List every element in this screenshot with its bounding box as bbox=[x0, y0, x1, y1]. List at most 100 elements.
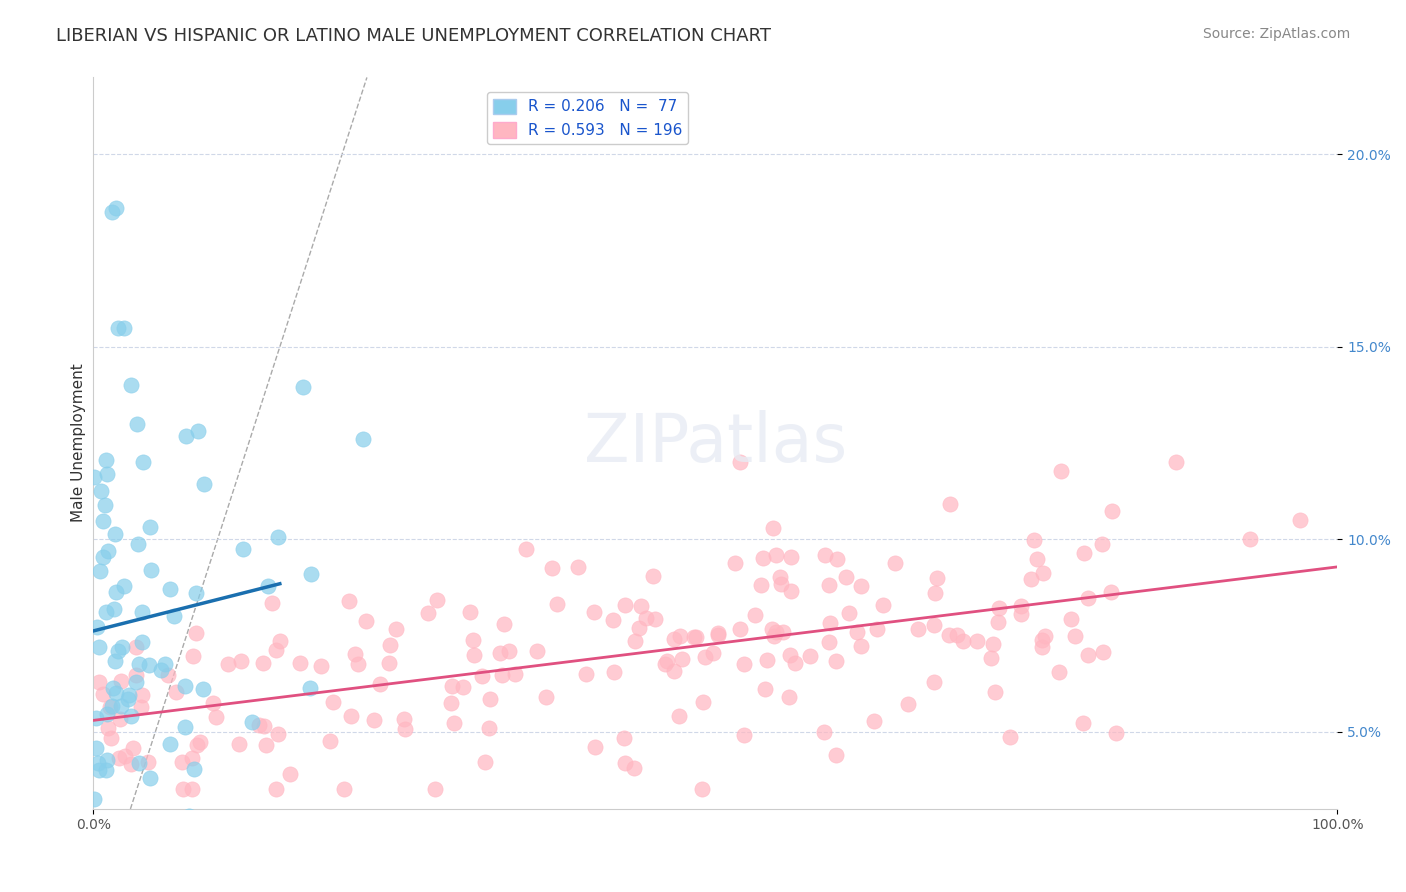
Text: Source: ZipAtlas.com: Source: ZipAtlas.com bbox=[1202, 27, 1350, 41]
Point bbox=[222, 813, 245, 827]
Point bbox=[98, 700, 121, 714]
Point bbox=[378, 638, 401, 652]
Point bbox=[90, 484, 112, 499]
Point bbox=[838, 607, 860, 621]
Point bbox=[489, 647, 512, 661]
Point bbox=[205, 710, 228, 724]
Point bbox=[1289, 513, 1312, 527]
Legend: R = 0.206   N =  77, R = 0.593   N = 196: R = 0.206 N = 77, R = 0.593 N = 196 bbox=[486, 93, 689, 145]
Point bbox=[603, 665, 626, 680]
Point bbox=[849, 639, 872, 653]
Point bbox=[181, 751, 204, 765]
Point bbox=[479, 692, 502, 706]
Point bbox=[443, 716, 465, 731]
Point bbox=[83, 470, 105, 484]
Point bbox=[291, 380, 314, 394]
Point bbox=[352, 432, 374, 446]
Point bbox=[311, 659, 333, 673]
Point bbox=[662, 632, 685, 646]
Point bbox=[984, 685, 1007, 699]
Point bbox=[333, 782, 356, 797]
Point bbox=[849, 579, 872, 593]
Point bbox=[818, 578, 841, 592]
Y-axis label: Male Unemployment: Male Unemployment bbox=[72, 364, 86, 523]
Point bbox=[385, 622, 408, 636]
Point bbox=[630, 599, 652, 613]
Point bbox=[733, 657, 755, 671]
Point bbox=[762, 521, 785, 535]
Point bbox=[87, 674, 110, 689]
Point bbox=[872, 598, 894, 612]
Point bbox=[980, 651, 1002, 665]
Point bbox=[471, 669, 494, 683]
Point bbox=[392, 712, 415, 726]
Point bbox=[96, 706, 118, 721]
Point bbox=[337, 593, 360, 607]
Point bbox=[655, 654, 678, 668]
Point bbox=[772, 624, 794, 639]
Point bbox=[125, 640, 148, 654]
Point bbox=[751, 550, 773, 565]
Point bbox=[846, 624, 869, 639]
Point bbox=[1071, 715, 1094, 730]
Point bbox=[946, 628, 969, 642]
Point bbox=[378, 656, 401, 670]
Point bbox=[104, 201, 127, 215]
Point bbox=[181, 648, 204, 663]
Point bbox=[101, 205, 124, 219]
Text: LIBERIAN VS HISPANIC OR LATINO MALE UNEMPLOYMENT CORRELATION CHART: LIBERIAN VS HISPANIC OR LATINO MALE UNEM… bbox=[56, 27, 772, 45]
Point bbox=[440, 696, 463, 710]
Point bbox=[534, 690, 557, 704]
Point bbox=[174, 679, 197, 693]
Point bbox=[1010, 607, 1032, 622]
Point bbox=[1049, 464, 1071, 478]
Point bbox=[231, 542, 253, 557]
Point bbox=[988, 601, 1011, 615]
Point bbox=[125, 417, 148, 431]
Point bbox=[883, 556, 905, 570]
Point bbox=[644, 612, 666, 626]
Point bbox=[94, 606, 117, 620]
Point bbox=[769, 577, 792, 591]
Point bbox=[127, 537, 149, 551]
Point bbox=[87, 640, 110, 654]
Point bbox=[394, 722, 416, 736]
Point bbox=[319, 734, 342, 748]
Point bbox=[94, 763, 117, 777]
Point bbox=[938, 627, 960, 641]
Point bbox=[266, 782, 288, 797]
Point bbox=[922, 617, 945, 632]
Point bbox=[110, 698, 132, 713]
Point bbox=[813, 724, 835, 739]
Point bbox=[86, 620, 108, 634]
Point bbox=[89, 763, 111, 777]
Point bbox=[583, 740, 606, 755]
Point bbox=[669, 629, 692, 643]
Point bbox=[685, 630, 707, 644]
Point bbox=[84, 711, 107, 725]
Point bbox=[728, 455, 751, 469]
Point bbox=[662, 665, 685, 679]
Point bbox=[865, 622, 887, 636]
Point bbox=[987, 615, 1010, 630]
Point bbox=[756, 653, 779, 667]
Point bbox=[240, 714, 263, 729]
Point bbox=[418, 606, 440, 620]
Point bbox=[94, 498, 117, 512]
Point bbox=[1073, 546, 1095, 560]
Point bbox=[818, 635, 841, 649]
Point bbox=[683, 631, 706, 645]
Point bbox=[107, 320, 129, 334]
Point bbox=[1077, 648, 1099, 662]
Point bbox=[783, 657, 806, 671]
Point bbox=[159, 737, 181, 751]
Point bbox=[1104, 726, 1126, 740]
Point bbox=[778, 690, 800, 704]
Point bbox=[907, 623, 929, 637]
Point bbox=[110, 640, 132, 655]
Point bbox=[1031, 633, 1053, 648]
Point bbox=[693, 650, 716, 665]
Point bbox=[728, 622, 751, 636]
Point bbox=[187, 425, 209, 439]
Point bbox=[463, 648, 485, 662]
